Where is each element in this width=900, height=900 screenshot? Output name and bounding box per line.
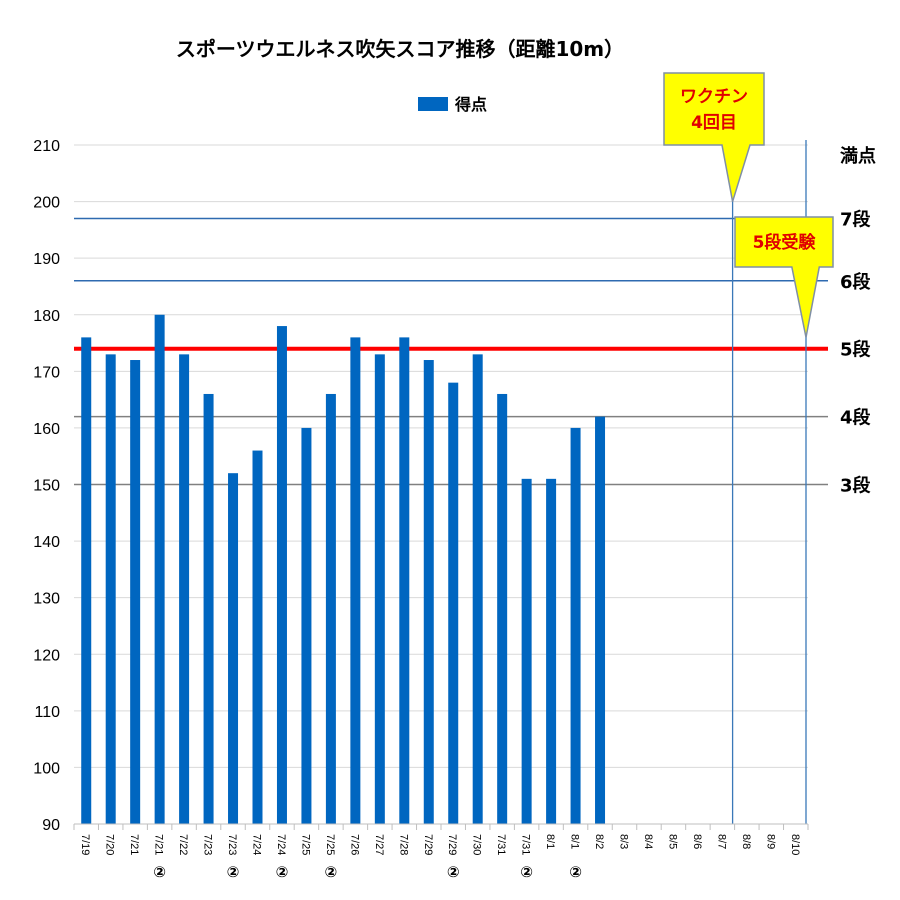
y-tick-label: 170 [33, 364, 60, 381]
x-tick-label: 8/7 [715, 834, 727, 849]
reference-labels: 満点 7段 6段 5段 4段 3段 [840, 145, 876, 497]
bar [252, 450, 263, 824]
x-tick-label: 8/3 [618, 834, 630, 849]
y-tick-label: 120 [33, 647, 60, 664]
reference-label: 7段 [840, 209, 872, 231]
reference-label: 満点 [840, 145, 876, 167]
callout-box [663, 72, 765, 202]
x-tick-label: 7/29 [446, 834, 458, 855]
bar [276, 326, 287, 824]
x-tick-label: 7/22 [177, 834, 189, 855]
x-tick-label: 8/1 [544, 834, 556, 849]
callout-text: 5段受験 [753, 232, 817, 253]
x-tick-label: 8/10 [789, 834, 801, 855]
bar [350, 337, 361, 824]
x-tick-mark: ② [153, 863, 166, 881]
callout-text: 4回目 [691, 113, 737, 133]
y-tick-label: 150 [33, 478, 60, 495]
x-tick-mark: ② [227, 863, 240, 881]
y-tick-label: 130 [33, 591, 60, 608]
x-tick-label: 7/23 [202, 834, 214, 855]
x-tick-label: 7/27 [373, 834, 385, 855]
y-tick-label: 190 [33, 251, 60, 268]
x-tick-mark: ② [569, 863, 582, 881]
x-tick-label: 7/29 [422, 834, 434, 855]
y-tick-label: 180 [33, 308, 60, 325]
y-tick-labels: 90 100 110 120 130 140 150 160 170 180 190 200 210 [33, 138, 60, 834]
bar [228, 473, 239, 824]
bar [325, 393, 336, 824]
bar [472, 354, 483, 824]
x-tick-label: 7/26 [348, 834, 360, 855]
y-tick-label: 210 [33, 138, 60, 155]
x-tick-label: 8/2 [593, 834, 605, 849]
bar [570, 427, 581, 824]
x-tick-label: 7/30 [471, 834, 483, 855]
x-tick-label: 7/21 [128, 834, 140, 855]
reference-label: 3段 [840, 475, 872, 497]
y-tick-label: 200 [33, 195, 60, 212]
bars [81, 314, 606, 824]
x-tick-label: 8/6 [691, 834, 703, 849]
bar [154, 314, 165, 824]
x-tick-label: 8/9 [764, 834, 776, 849]
x-tick-label: 7/19 [79, 834, 91, 855]
bar [179, 354, 190, 824]
bar [399, 337, 410, 824]
x-tick-mark: ② [447, 863, 460, 881]
x-tick-label: 7/25 [324, 834, 336, 855]
callout-box [734, 216, 834, 338]
x-tick-label: 8/5 [666, 834, 678, 849]
bar [130, 360, 141, 824]
legend-swatch [418, 97, 448, 111]
bar [374, 354, 385, 824]
x-tick-mark: ② [325, 863, 338, 881]
x-tick-label: 7/20 [104, 834, 116, 855]
x-tick-label: 8/1 [569, 834, 581, 849]
legend-label: 得点 [454, 95, 487, 114]
reference-label: 4段 [840, 407, 872, 429]
x-tick-mark: ② [276, 863, 289, 881]
legend: 得点 [418, 95, 487, 114]
y-tick-label: 140 [33, 534, 60, 551]
x-tick-label: 7/23 [226, 834, 238, 855]
axes [73, 823, 809, 830]
bar [81, 337, 92, 824]
bar [546, 478, 557, 824]
callouts: ワクチン 4回目 5段受験 [663, 72, 834, 338]
bar [423, 360, 434, 824]
y-tick-label: 90 [42, 817, 60, 834]
bar [521, 478, 532, 824]
y-tick-label: 110 [34, 704, 60, 721]
x-tick-label: 8/8 [740, 834, 752, 849]
bar [203, 393, 214, 824]
chart-title: スポーツウエルネス吹矢スコア推移（距離10m） [176, 37, 624, 61]
bar [448, 382, 459, 824]
bar [105, 354, 116, 824]
bar [595, 416, 606, 824]
x-tick-label: 7/28 [397, 834, 409, 855]
x-tick-mark: ② [520, 863, 533, 881]
y-tick-label: 100 [33, 760, 60, 777]
callout-text: ワクチン [680, 87, 748, 107]
x-tick-label: 8/4 [642, 834, 654, 849]
x-tick-label: 7/25 [299, 834, 311, 855]
bar [301, 427, 312, 824]
bar [497, 393, 508, 824]
x-tick-label: 7/24 [251, 834, 263, 855]
y-tick-label: 160 [33, 421, 60, 438]
x-tick-label: 7/31 [520, 834, 532, 855]
reference-label: 5段 [840, 339, 872, 361]
x-tick-label: 7/24 [275, 834, 287, 855]
x-tick-label: 7/21 [153, 834, 165, 855]
x-tick-label: 7/31 [495, 834, 507, 855]
reference-label: 6段 [840, 271, 872, 293]
